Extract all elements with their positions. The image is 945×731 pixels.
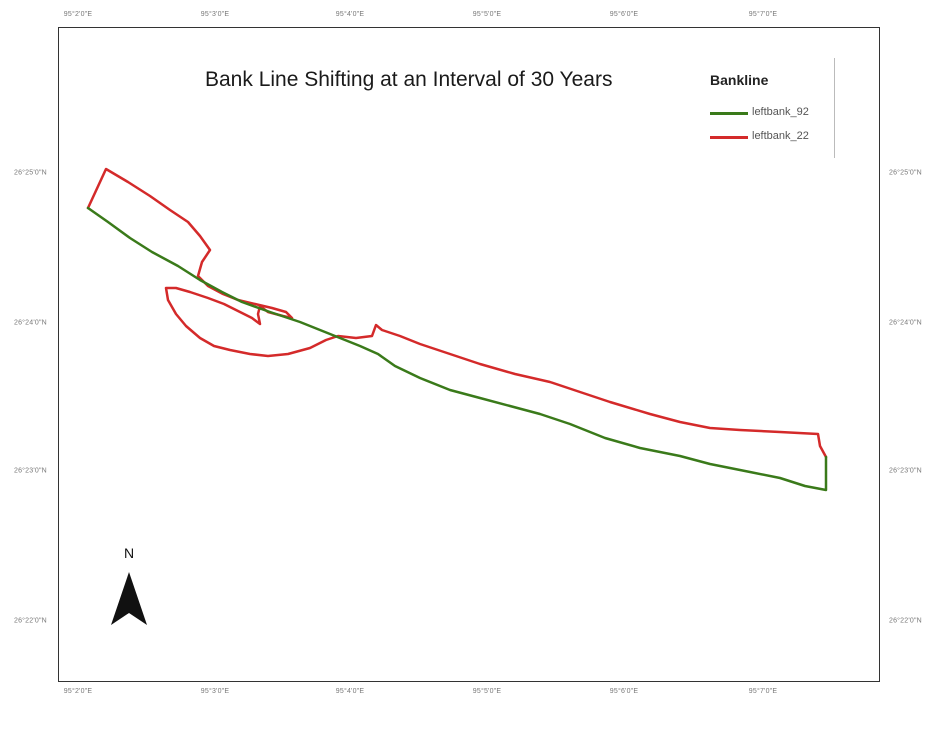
tick-label-top: 95°7'0"E bbox=[748, 11, 778, 18]
tick-label-right: 26°22'0"N bbox=[889, 617, 922, 625]
north-arrow-icon: N bbox=[106, 545, 152, 631]
tick-label-bottom: 95°2'0"E bbox=[63, 688, 93, 695]
legend-swatch-green bbox=[710, 112, 748, 115]
tick-label-bottom: 95°4'0"E bbox=[335, 688, 365, 695]
bankline-leftbank-92 bbox=[86, 206, 828, 492]
tick-label-bottom: 95°6'0"E bbox=[609, 688, 639, 695]
tick-label-top: 95°3'0"E bbox=[200, 11, 230, 18]
tick-label-top: 95°4'0"E bbox=[335, 11, 365, 18]
bankline-leftbank-22 bbox=[86, 167, 828, 459]
tick-label-right: 26°23'0"N bbox=[889, 467, 922, 475]
tick-label-top: 95°2'0"E bbox=[63, 11, 93, 18]
tick-label-top: 95°5'0"E bbox=[472, 11, 502, 18]
tick-label-left: 26°22'0"N bbox=[14, 617, 47, 625]
tick-label-bottom: 95°7'0"E bbox=[748, 688, 778, 695]
north-arrow-shape bbox=[111, 572, 147, 625]
legend-label: leftbank_92 bbox=[752, 106, 809, 118]
legend-title: Bankline bbox=[710, 72, 769, 88]
legend-swatch-red bbox=[710, 136, 748, 139]
tick-label-left: 26°25'0"N bbox=[14, 169, 47, 177]
tick-label-bottom: 95°5'0"E bbox=[472, 688, 502, 695]
tick-label-left: 26°24'0"N bbox=[14, 319, 47, 327]
tick-label-top: 95°6'0"E bbox=[609, 11, 639, 18]
tick-label-right: 26°24'0"N bbox=[889, 319, 922, 327]
map-title: Bank Line Shifting at an Interval of 30 … bbox=[205, 68, 613, 91]
tick-label-right: 26°25'0"N bbox=[889, 169, 922, 177]
legend-label: leftbank_22 bbox=[752, 130, 809, 142]
tick-label-left: 26°23'0"N bbox=[14, 467, 47, 475]
tick-label-bottom: 95°3'0"E bbox=[200, 688, 230, 695]
legend: Bankline leftbank_92 leftbank_22 bbox=[704, 58, 835, 158]
north-label: N bbox=[124, 545, 135, 561]
